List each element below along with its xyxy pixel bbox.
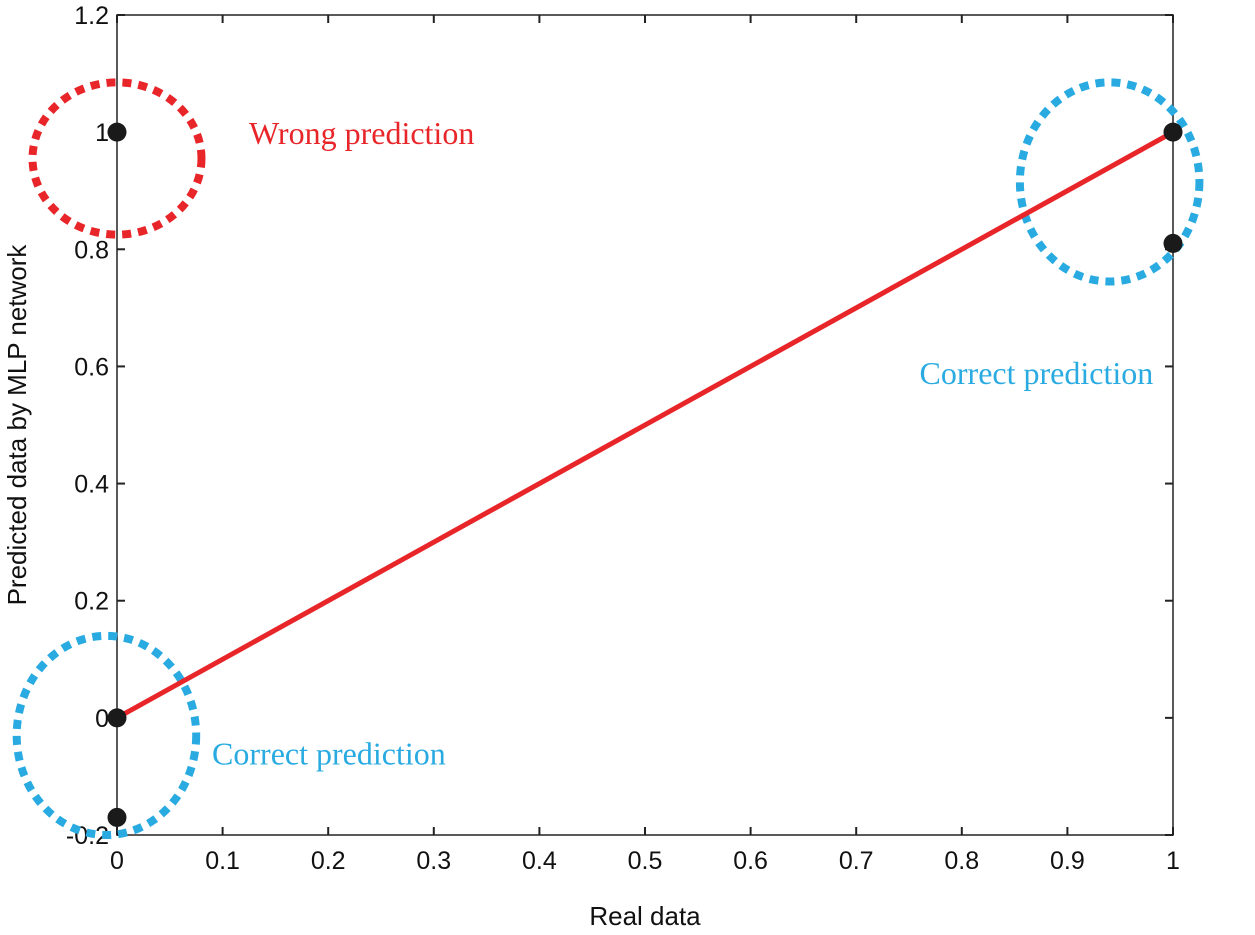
tick-labels: 0 0.1 0.2 0.3 0.4 0.5 0.6 0.7 0.8 0.9 1-0.200.20.4… bbox=[66, 2, 1180, 875]
y-tick-label: 0.6 bbox=[74, 353, 109, 381]
x-tick-label: 0.7 bbox=[839, 847, 874, 875]
annotation-label: Wrong prediction bbox=[249, 115, 474, 151]
dotted-ellipse bbox=[1015, 78, 1204, 286]
y-axis-label: Predicted data by MLP network bbox=[2, 244, 32, 606]
data-point bbox=[107, 708, 127, 728]
y-tick-label: 0 bbox=[95, 705, 109, 733]
data-point bbox=[107, 122, 127, 142]
x-tick-label: 0.4 bbox=[522, 847, 557, 875]
annotation-label: Correct prediction bbox=[920, 355, 1154, 391]
annotation-ellipses bbox=[12, 78, 1204, 840]
x-tick-label: 0.9 bbox=[1050, 847, 1085, 875]
data-point bbox=[107, 807, 127, 827]
fit-line-group bbox=[114, 129, 1176, 721]
x-axis-label: Real data bbox=[589, 901, 701, 931]
dotted-ellipse bbox=[12, 631, 201, 840]
x-tick-label: 0 bbox=[110, 847, 124, 875]
x-tick-label: 0.3 bbox=[416, 847, 451, 875]
x-tick-label: 0.5 bbox=[628, 847, 663, 875]
x-tick-label: 0.8 bbox=[944, 847, 979, 875]
x-tick-label: 0.6 bbox=[733, 847, 768, 875]
fit-line bbox=[114, 129, 1176, 721]
y-tick-label: 1.2 bbox=[74, 2, 109, 30]
y-tick-label: 1 bbox=[95, 119, 109, 147]
x-tick-label: 0.1 bbox=[205, 847, 240, 875]
data-points bbox=[107, 122, 1183, 827]
x-tick-label: 1 bbox=[1166, 847, 1180, 875]
y-tick-label: 0.2 bbox=[74, 588, 109, 616]
annotations: Wrong prediction Correct prediction Correc… bbox=[212, 115, 1153, 772]
dotted-ellipse bbox=[28, 78, 206, 239]
y-tick-label: 0.4 bbox=[74, 471, 109, 499]
data-point bbox=[1163, 122, 1183, 142]
data-point bbox=[1163, 233, 1183, 253]
axis-ticks bbox=[116, 14, 1174, 836]
x-tick-label: 0.2 bbox=[311, 847, 346, 875]
y-tick-label: 0.8 bbox=[74, 236, 109, 264]
annotation-label: Correct prediction bbox=[212, 736, 446, 772]
